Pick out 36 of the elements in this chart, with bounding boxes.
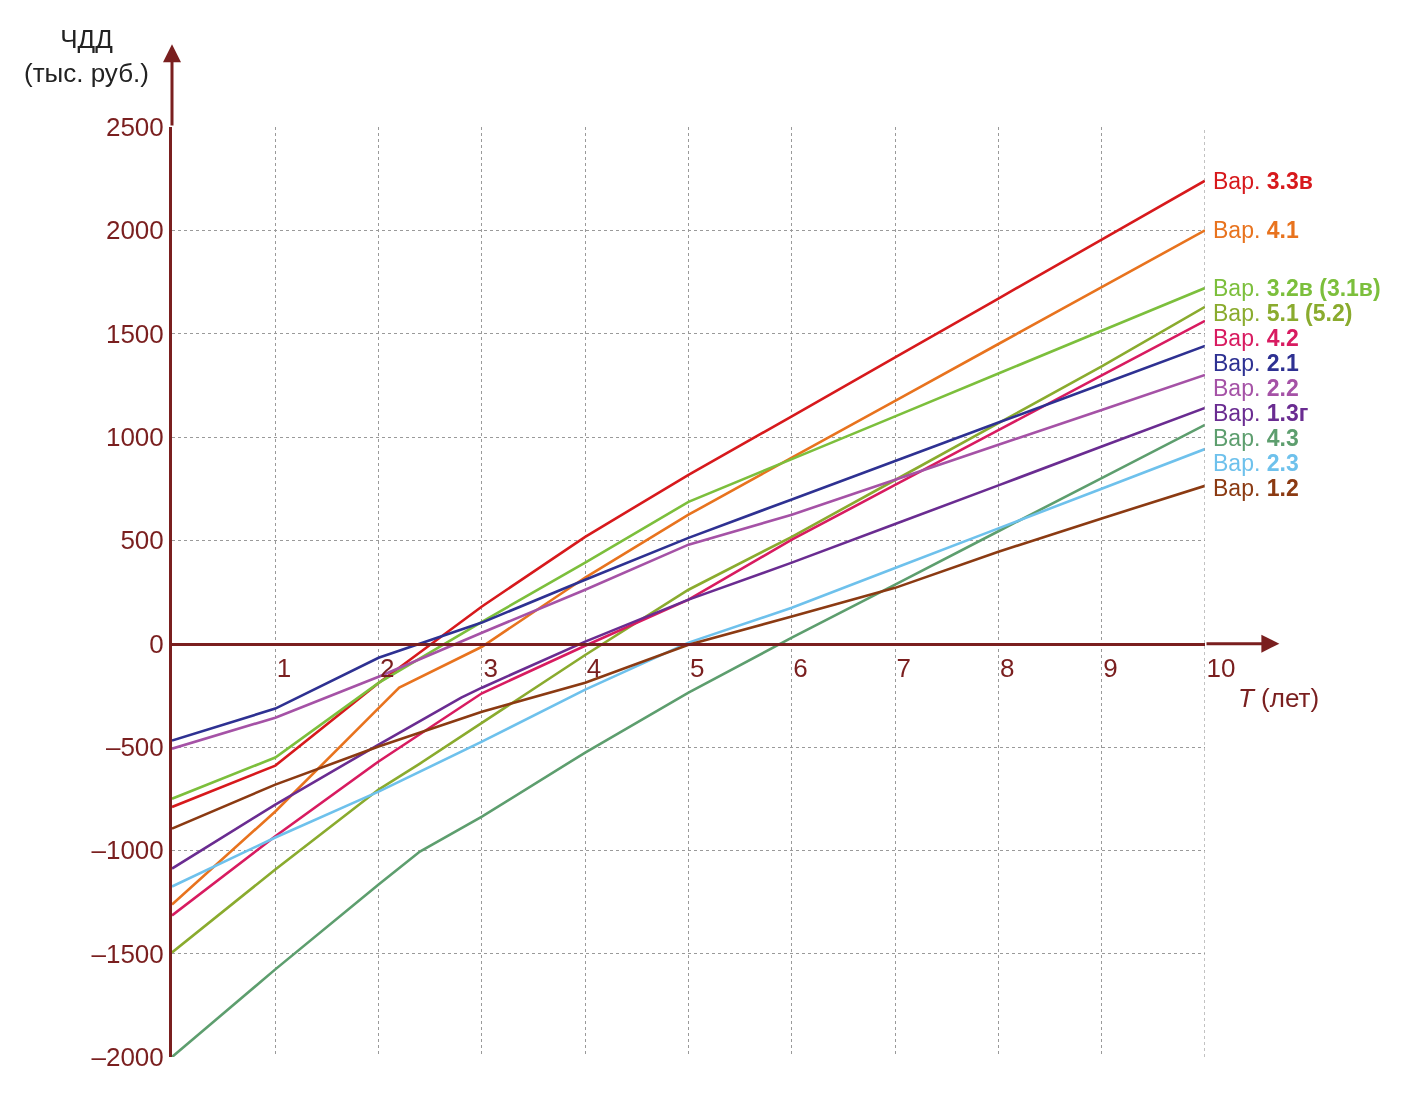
y-tick-label: –500 (105, 732, 164, 763)
y-tick-label: 1000 (105, 422, 164, 453)
line-series (172, 179, 1205, 809)
y-tick-label: 500 (120, 525, 164, 556)
x-tick-label: 5 (690, 652, 705, 683)
series-label: Вар. 3.3в (1213, 168, 1313, 194)
y-axis-title: ЧДД (тыс. руб.) (24, 24, 149, 88)
x-tick-label: 10 (1206, 652, 1236, 683)
y-tick-label: 2000 (105, 215, 164, 246)
x-axis-title: T (лет) (1238, 683, 1320, 713)
x-tick-label: 7 (896, 652, 912, 683)
x-tick-label: 8 (999, 652, 1015, 683)
series-label: Вар. 2.2 (1213, 375, 1299, 401)
y-tick-label: 2500 (105, 112, 164, 143)
line-series (172, 286, 1205, 800)
series-label: Вар. 4.1 (1213, 217, 1299, 243)
line-series (172, 423, 1205, 1057)
y-tick-label: –1500 (91, 938, 164, 969)
x-tick-label: 1 (276, 652, 292, 683)
series-label: Вар. 4.3 (1213, 425, 1299, 451)
series-label: Вар. 5.1 (5.2) (1213, 300, 1353, 326)
series-label: Вар. 1.2 (1213, 475, 1299, 501)
y-tick-label: –1000 (91, 835, 164, 866)
line-series (172, 484, 1205, 830)
series-label: Вар. 3.2в (3.1в) (1213, 275, 1381, 301)
x-tick-label: 4 (586, 652, 602, 683)
series-label: Вар. 1.3г (1213, 400, 1309, 426)
y-tick-label: –2000 (91, 1042, 164, 1073)
series-label: Вар. 4.2 (1213, 325, 1299, 351)
y-tick-label: 0 (149, 628, 164, 659)
x-tick-label: 9 (1103, 652, 1118, 683)
series-label: Вар. 2.3 (1213, 450, 1299, 476)
x-tick-label: 3 (483, 652, 498, 683)
x-tick-label: 6 (793, 652, 808, 683)
y-tick-label: 1500 (105, 318, 164, 349)
series-label: Вар. 2.1 (1213, 350, 1299, 376)
